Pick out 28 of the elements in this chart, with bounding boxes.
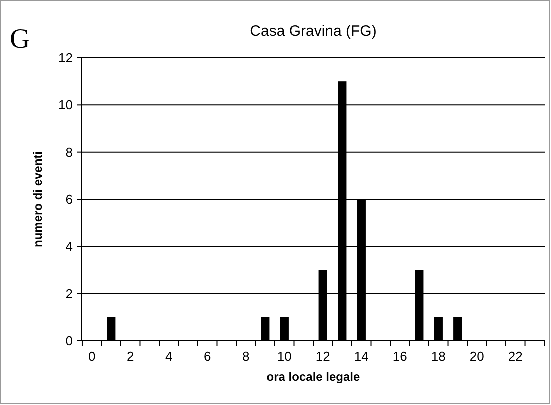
bar bbox=[454, 317, 462, 341]
y-tick-label: 0 bbox=[66, 334, 73, 349]
y-tick-label: 10 bbox=[58, 98, 73, 113]
x-tick-label: 20 bbox=[470, 349, 484, 364]
y-tick-label: 12 bbox=[58, 50, 73, 66]
bar bbox=[261, 317, 270, 341]
x-tick-label: 18 bbox=[431, 349, 446, 364]
x-tick-label: 10 bbox=[277, 349, 292, 364]
x-tick-label: 2 bbox=[126, 349, 134, 364]
x-tick-label: 22 bbox=[508, 349, 523, 364]
x-tick-label: 12 bbox=[316, 349, 330, 364]
x-tick-label: 4 bbox=[165, 349, 173, 364]
x-tick-label: 6 bbox=[204, 349, 212, 364]
x-axis-title: ora locale legale bbox=[266, 370, 361, 384]
bar bbox=[280, 317, 289, 341]
y-tick-label: 2 bbox=[66, 286, 73, 302]
x-tick-label: 14 bbox=[354, 349, 369, 364]
y-axis-title: numero di eventi bbox=[31, 151, 45, 248]
y-tick-label: 4 bbox=[66, 239, 73, 254]
text: G bbox=[10, 24, 30, 55]
chart-title: Casa Gravina (FG) bbox=[250, 23, 377, 40]
x-tick-label: 8 bbox=[242, 349, 250, 364]
x-tick-label: 0 bbox=[88, 349, 96, 364]
bar bbox=[434, 317, 443, 341]
bar bbox=[107, 317, 116, 341]
y-tick-label: 8 bbox=[66, 144, 73, 160]
y-tick-label: 6 bbox=[66, 192, 73, 208]
x-tick-label: 16 bbox=[392, 349, 408, 364]
